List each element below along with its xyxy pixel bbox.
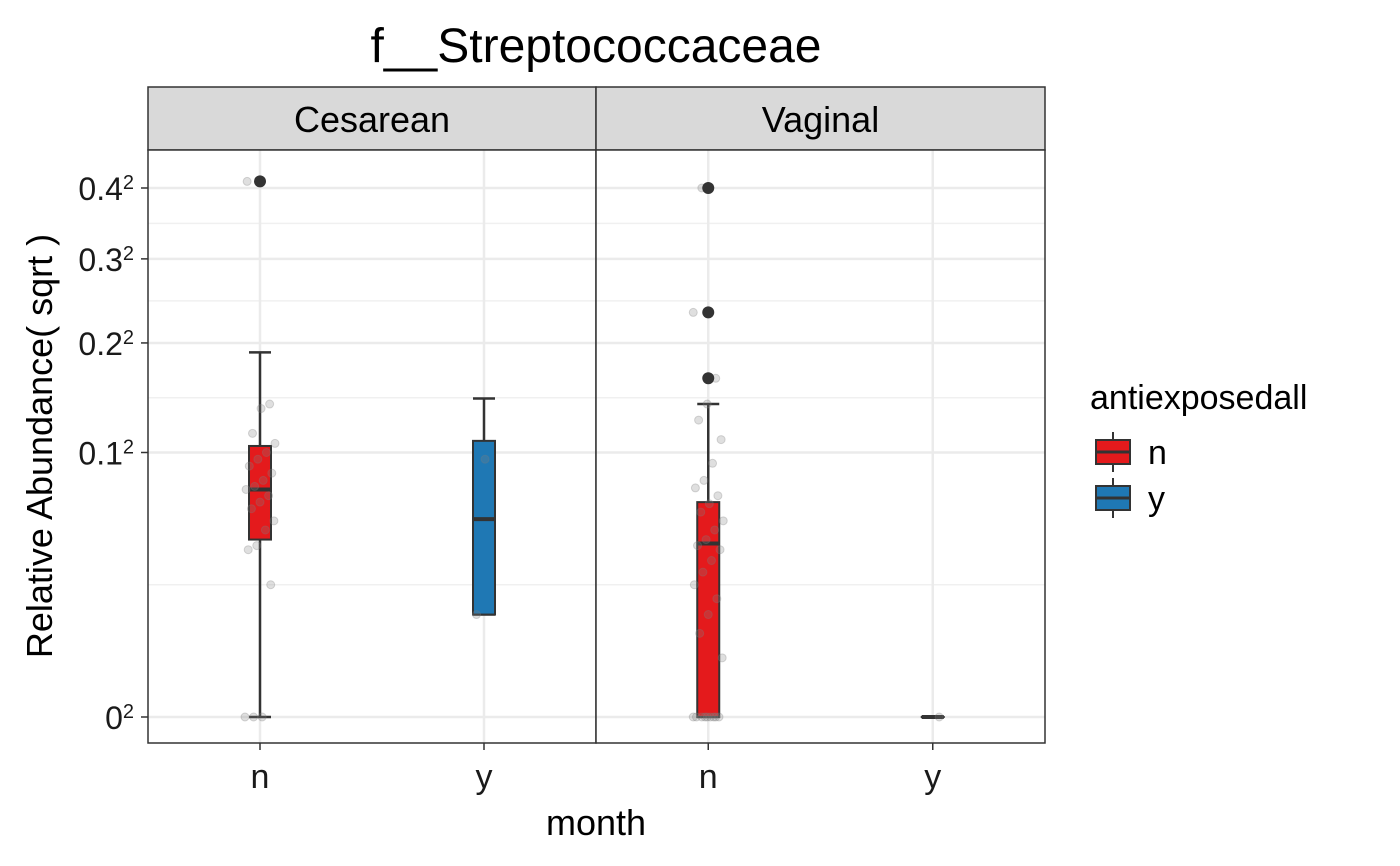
data-point <box>697 712 707 722</box>
data-point <box>704 499 714 509</box>
data-point <box>252 541 262 551</box>
data-point <box>246 504 256 514</box>
data-point <box>716 435 726 445</box>
box-n <box>240 175 280 722</box>
outlier-point <box>254 175 266 188</box>
box-y <box>472 397 496 620</box>
y-axis: 02 0.12 0.22 0.32 0.42 <box>78 171 148 736</box>
legend-label: n <box>1148 434 1167 472</box>
x-tick-label: n <box>251 758 270 796</box>
y-axis-label: Relative Abundance( sqrt ) <box>19 234 60 658</box>
data-point <box>270 438 280 448</box>
data-point <box>934 712 944 722</box>
outlier-point <box>702 372 715 385</box>
panels: Cesarean n y Vaginal n y <box>147 86 1046 796</box>
outlier-point <box>702 182 715 194</box>
data-point <box>703 610 713 620</box>
y-tick-label: 0.12 <box>78 436 134 472</box>
data-point <box>712 594 722 604</box>
y-tick-label: 02 <box>105 700 134 736</box>
box-body <box>248 444 272 541</box>
panel-vaginal: Vaginal n y <box>595 86 1046 796</box>
data-point <box>266 580 276 590</box>
facet-label: Cesarean <box>294 99 450 140</box>
data-point <box>718 516 728 526</box>
outlier-point <box>702 306 715 319</box>
data-point <box>689 580 699 590</box>
data-point <box>267 468 277 478</box>
legend: antiexposedall ny <box>1090 379 1307 518</box>
data-point <box>714 712 724 722</box>
data-point <box>705 712 715 722</box>
data-point <box>699 475 709 485</box>
y-tick-label: 0.42 <box>78 171 134 207</box>
data-point <box>261 448 271 457</box>
data-point <box>242 176 252 186</box>
data-point <box>706 556 716 566</box>
data-point <box>250 481 260 491</box>
data-point <box>702 399 712 409</box>
data-point <box>688 307 698 317</box>
legend-title: antiexposedall <box>1090 379 1307 417</box>
data-point <box>243 545 253 555</box>
panel-cesarean: Cesarean n y <box>147 86 597 796</box>
x-tick-label: n <box>699 758 718 796</box>
data-point <box>240 712 250 722</box>
box-n <box>688 182 728 722</box>
x-tick-label: y <box>924 758 941 796</box>
data-point <box>715 545 725 555</box>
x-axis-label: month <box>546 802 646 843</box>
data-point <box>248 428 257 438</box>
box-body <box>696 501 721 718</box>
data-point <box>693 541 703 551</box>
data-point <box>265 399 275 409</box>
data-point <box>713 491 723 501</box>
x-tick-label: y <box>476 758 493 796</box>
legend-label: y <box>1148 480 1165 518</box>
data-point <box>696 507 706 517</box>
data-point <box>690 483 700 493</box>
data-point <box>241 484 251 494</box>
data-point <box>244 461 254 471</box>
facet-strip <box>147 86 597 151</box>
data-point <box>688 712 698 722</box>
data-point <box>472 610 481 620</box>
data-point <box>257 712 267 722</box>
data-point <box>255 497 265 507</box>
data-point <box>701 535 711 545</box>
data-point <box>709 712 719 722</box>
data-point <box>253 454 263 464</box>
data-point <box>256 404 266 414</box>
data-point <box>717 653 727 663</box>
facet-label: Vaginal <box>762 99 879 140</box>
panel-border <box>595 149 1046 744</box>
box-body <box>472 439 496 616</box>
data-point <box>249 712 259 722</box>
data-point <box>258 475 268 485</box>
panel-background <box>596 150 1045 743</box>
box-y <box>920 712 945 722</box>
data-point <box>695 628 705 638</box>
chart-title: f__Streptococcaceae <box>371 20 822 73</box>
y-tick-label: 0.32 <box>78 242 134 278</box>
data-point <box>269 516 279 526</box>
data-point <box>691 712 701 722</box>
data-point <box>480 454 490 464</box>
data-point <box>700 712 710 722</box>
legend-entry-y: y <box>1095 478 1165 518</box>
y-tick-label: 0.22 <box>78 326 134 362</box>
data-point <box>694 415 704 425</box>
data-point <box>710 525 720 535</box>
data-point <box>264 491 274 501</box>
data-point <box>708 458 718 468</box>
legend-entry-n: n <box>1095 432 1167 472</box>
data-point <box>702 712 712 722</box>
data-point <box>260 525 270 535</box>
panel-background <box>148 150 596 743</box>
data-point <box>698 567 708 577</box>
data-point <box>711 712 721 722</box>
facet-strip <box>595 86 1046 151</box>
